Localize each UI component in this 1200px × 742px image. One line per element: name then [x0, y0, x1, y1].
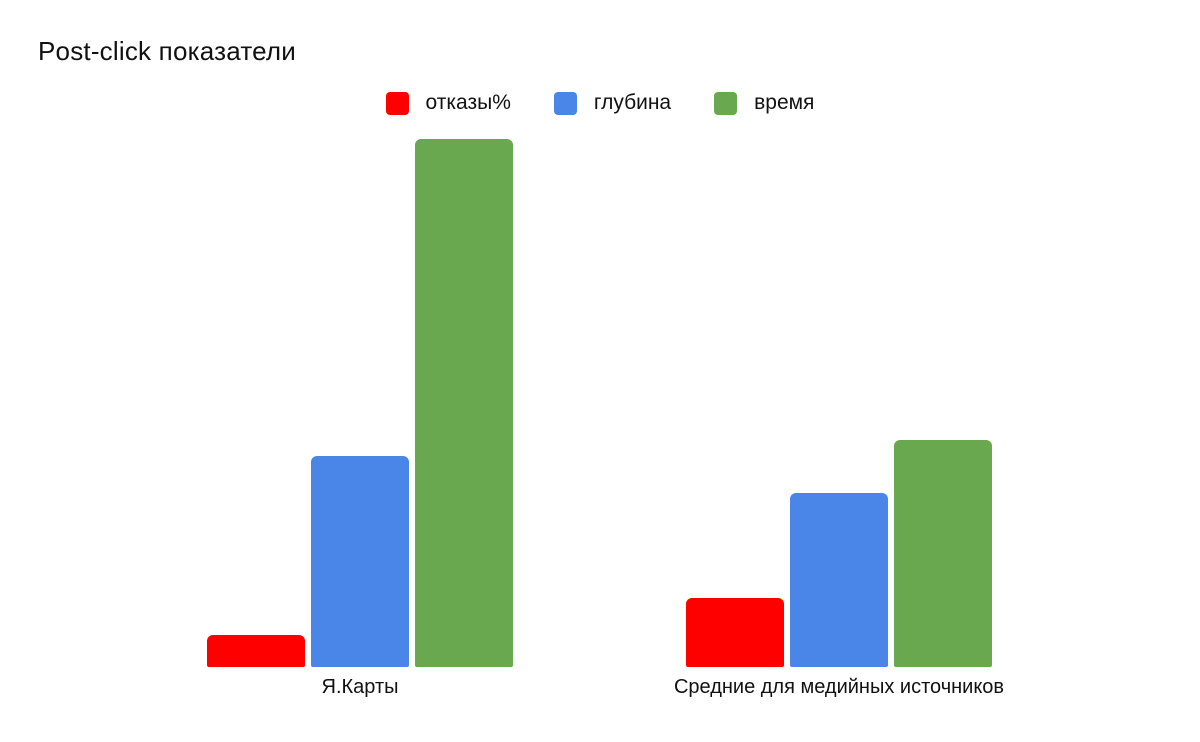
bar-depth: [790, 493, 888, 667]
legend-swatch-bounces: [385, 91, 409, 115]
legend-label-depth: глубина: [593, 91, 672, 114]
bar-group-1: [686, 440, 992, 667]
bar-depth: [311, 456, 409, 667]
category-label-1: Средние для медийных источников: [673, 676, 1005, 698]
chart-title: Post-click показатели: [38, 36, 297, 66]
bar-bounces: [207, 635, 305, 667]
legend-swatch-depth: [553, 91, 577, 115]
legend-item-depth: глубина: [553, 91, 672, 115]
legend-swatch-time: [714, 91, 738, 115]
legend-item-bounces: отказы%: [385, 91, 511, 115]
bar-group-0: [207, 139, 513, 667]
legend-label-time: время: [754, 91, 815, 114]
legend-label-bounces: отказы%: [425, 91, 511, 114]
bar-bounces: [686, 598, 784, 667]
chart-legend: отказы% глубина время: [0, 91, 1200, 115]
category-label-0: Я.Карты: [321, 676, 399, 698]
bar-time: [894, 440, 992, 667]
bar-time: [415, 139, 513, 667]
legend-item-time: время: [714, 91, 814, 115]
